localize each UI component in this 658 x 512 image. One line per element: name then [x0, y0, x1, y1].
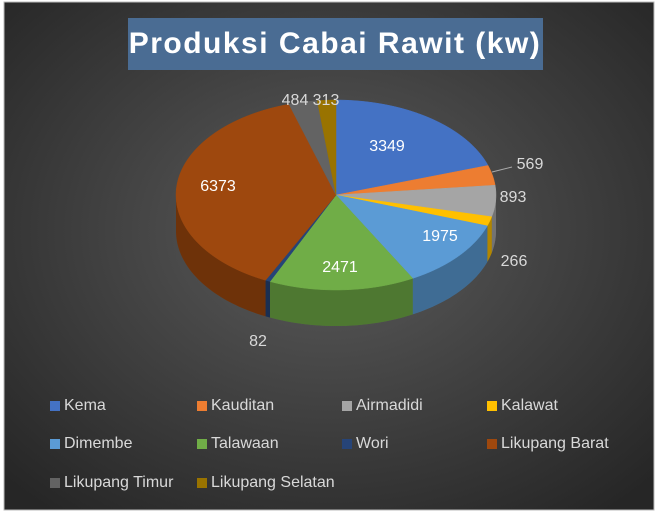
legend-label: Airmadidi: [356, 397, 423, 414]
pie-slice: [316, 99, 337, 196]
legend-label: Dimembe: [64, 435, 133, 452]
legend-swatch: [197, 478, 207, 488]
pie-side: [491, 195, 496, 253]
data-labels: 3349 569 893 266 1975 2471 82 6373 484 313: [200, 92, 543, 350]
legend-label: Likupang Barat: [501, 435, 609, 452]
legend-swatch: [487, 439, 497, 449]
pie-side-shade: [487, 216, 492, 262]
data-label: 313: [313, 92, 340, 109]
pie-slice: [335, 99, 489, 196]
legend-swatch: [342, 401, 352, 411]
pie-side: [269, 278, 413, 326]
pie-side: [176, 195, 266, 317]
data-label: 3349: [369, 138, 405, 155]
legend-label: Kauditan: [211, 397, 274, 414]
title-box: [128, 18, 543, 70]
legend-swatch: [197, 439, 207, 449]
legend-swatch: [487, 401, 497, 411]
legend: Kema Kauditan Airmadidi Kalawat Dimembe Talaw…: [50, 397, 609, 491]
legend-label: Likupang Selatan: [211, 474, 335, 491]
data-label: 1975: [422, 228, 458, 245]
pie-side-shade: [269, 278, 413, 326]
data-label: 6373: [200, 178, 236, 195]
pie-side-shade: [491, 195, 496, 253]
legend-label: Wori: [356, 435, 389, 452]
legend-swatch: [50, 401, 60, 411]
legend-label: Kema: [64, 397, 106, 414]
data-label: 569: [517, 156, 544, 173]
legend-label: Talawaan: [211, 435, 279, 452]
pie-slice: [335, 184, 497, 218]
pie-side: [265, 280, 270, 318]
legend-label: Likupang Timur: [64, 474, 174, 491]
pie-side: [412, 225, 488, 315]
data-label: 266: [501, 253, 528, 270]
data-label: 82: [249, 333, 267, 350]
pie-slice: [175, 103, 337, 281]
data-label: 2471: [322, 259, 358, 276]
chart-title: Produksi Cabai Rawit (kw): [129, 27, 542, 60]
legend-swatch: [197, 401, 207, 411]
pie-slice: [335, 194, 488, 279]
leader-line: [491, 166, 513, 173]
pie-side-shade: [412, 225, 488, 315]
pie-side-shade: [176, 195, 266, 317]
legend-swatch: [50, 439, 60, 449]
pie-slice: [269, 194, 414, 291]
legend-swatch: [342, 439, 352, 449]
data-label: 893: [500, 189, 527, 206]
pie-slice: [288, 100, 337, 196]
legend-label: Kalawat: [501, 397, 558, 414]
legend-swatch: [50, 478, 60, 488]
data-label: 484: [282, 92, 309, 109]
pie: [175, 99, 497, 326]
pie-side-shade: [265, 280, 270, 318]
pie-side: [487, 216, 492, 262]
